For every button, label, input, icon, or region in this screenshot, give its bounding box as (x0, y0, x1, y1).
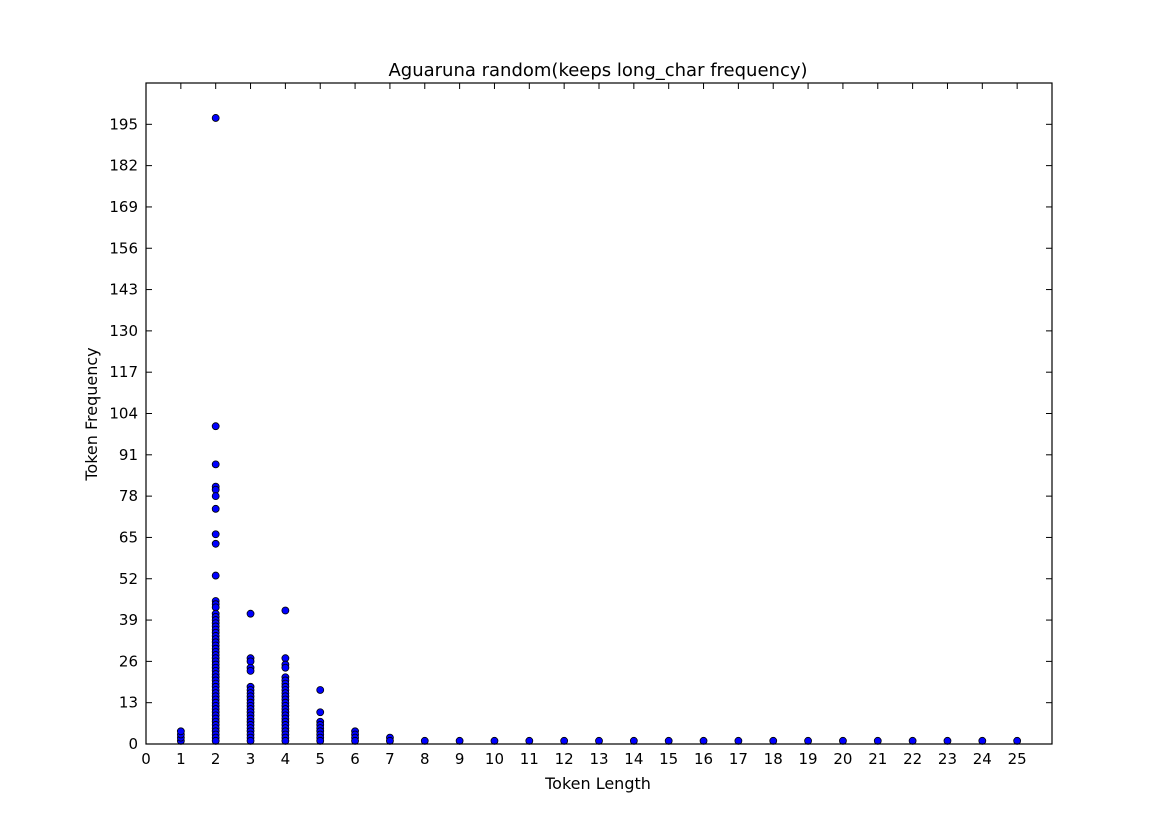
y-tick-label: 39 (119, 611, 138, 629)
data-point (281, 606, 290, 615)
data-point (455, 736, 464, 745)
x-tick-label: 22 (903, 750, 922, 768)
y-tick-label: 169 (109, 198, 138, 216)
x-tick-label: 5 (315, 750, 325, 768)
data-point (246, 736, 255, 745)
data-point (595, 736, 603, 745)
x-tick-label: 11 (520, 750, 539, 768)
data-points (176, 114, 1022, 745)
x-tick-label: 19 (799, 750, 818, 768)
x-tick-label: 9 (455, 750, 465, 768)
x-tick-label: 14 (624, 750, 643, 768)
data-point (211, 736, 220, 745)
data-point (211, 485, 220, 494)
y-tick-label: 26 (119, 652, 138, 670)
data-point (1013, 736, 1022, 745)
x-tick-label: 12 (555, 750, 574, 768)
x-axis-label: Token Length (544, 774, 651, 793)
data-point (351, 736, 359, 745)
y-tick-label: 182 (109, 157, 138, 175)
data-point (211, 492, 220, 501)
data-point (246, 609, 255, 618)
x-tick-label: 3 (246, 750, 256, 768)
data-point (281, 736, 290, 745)
x-tick-label: 18 (764, 750, 783, 768)
data-point (281, 663, 290, 672)
data-point (629, 736, 638, 745)
data-point (211, 539, 220, 548)
x-tick-label: 2 (211, 750, 221, 768)
plot-frame (145, 82, 1053, 745)
x-tick-label: 10 (485, 750, 504, 768)
data-point (420, 736, 429, 745)
y-tick-label: 91 (119, 446, 138, 464)
data-point (246, 657, 255, 666)
data-point (316, 736, 325, 745)
x-tick-label: 23 (938, 750, 957, 768)
x-tick-label: 17 (729, 750, 748, 768)
data-point (734, 736, 743, 745)
data-point (525, 736, 534, 745)
data-point (490, 736, 499, 745)
data-point (908, 736, 917, 745)
y-tick-label: 117 (109, 363, 138, 381)
x-tick-label: 21 (868, 750, 887, 768)
data-point (839, 736, 847, 745)
data-point (211, 603, 220, 612)
data-point (664, 736, 673, 745)
data-point (211, 571, 220, 580)
y-axis-label: Token Frequency (82, 347, 101, 481)
data-point (281, 654, 290, 663)
chart-title: Aguaruna random(keeps long_char frequenc… (388, 60, 807, 81)
data-point (176, 727, 185, 736)
y-tick-label: 195 (109, 115, 138, 133)
y-tick-label: 156 (109, 239, 138, 257)
y-tick-label: 104 (109, 405, 138, 423)
y-tick-label: 143 (109, 281, 138, 299)
data-point (246, 667, 255, 675)
x-tick-label: 24 (973, 750, 992, 768)
data-point (769, 736, 778, 745)
data-point (873, 736, 882, 745)
data-point (211, 530, 220, 539)
x-tick-label: 15 (659, 750, 678, 768)
x-tick-label: 6 (350, 750, 360, 768)
data-point (211, 422, 220, 431)
x-tick-label: 7 (385, 750, 395, 768)
y-tick-label: 78 (119, 487, 138, 505)
data-point (560, 736, 569, 745)
x-tick-label: 1 (176, 750, 186, 768)
data-point (699, 736, 708, 745)
data-point (211, 114, 220, 122)
x-tick-label: 20 (833, 750, 852, 768)
x-tick-label: 0 (141, 750, 151, 768)
x-tick-label: 25 (1008, 750, 1027, 768)
data-point (316, 686, 325, 694)
y-tick-label: 0 (128, 735, 138, 753)
data-point (316, 708, 325, 717)
x-tick-label: 13 (589, 750, 608, 768)
data-point (386, 736, 394, 745)
x-tick-label: 8 (420, 750, 430, 768)
y-tick-label: 130 (109, 322, 138, 340)
y-tick-label: 13 (119, 694, 138, 712)
y-tick-label: 52 (119, 570, 138, 588)
data-point (211, 504, 220, 513)
axis-ticks: 0 1 2 3 4 5 6 7 8 9 10 11 12 13 14 15 16 17 18 19 20 21 22 23 24… (109, 83, 1052, 768)
x-tick-label: 4 (281, 750, 291, 768)
data-point (943, 736, 952, 745)
x-tick-label: 16 (694, 750, 713, 768)
data-point (978, 736, 987, 745)
y-tick-label: 65 (119, 528, 138, 546)
data-point (804, 736, 812, 745)
data-point (211, 460, 220, 469)
